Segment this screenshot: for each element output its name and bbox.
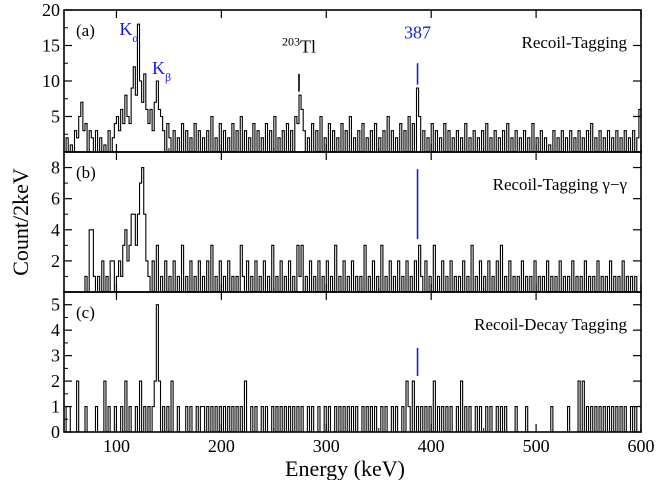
annotation-a-1: Kβ: [152, 58, 171, 84]
ytick-label-a-10: 10: [42, 71, 60, 91]
xtick-label-300: 300: [313, 436, 340, 456]
annotation-a-2: 203Tl: [282, 35, 316, 57]
ytick-label-b-6: 6: [51, 189, 60, 209]
panel-b: 2 4 6 8 (b) Recoil-Tagging γ−γ: [51, 151, 642, 293]
panel-title-b: Recoil-Tagging γ−γ: [493, 175, 628, 194]
ytick-label-b-2: 2: [51, 251, 60, 271]
panel-frame-b: [63, 151, 642, 293]
ytick-label-c-5: 5: [51, 295, 60, 315]
panel-frame-c: [63, 291, 642, 433]
x-axis: 100 200 300 400 500 600: [103, 436, 655, 456]
ytick-label-c-0: 0: [51, 422, 60, 442]
ytick-label-c-1: 1: [51, 397, 60, 417]
ytick-label-a-5: 5: [51, 107, 60, 127]
y-axis-title: Count/2keV: [8, 168, 33, 276]
panel-a: 5 10 15 20 (a) Recoil-Tagging Kα Kβ 203Tl 387: [42, 0, 642, 153]
panel-tag-a: (a): [76, 21, 95, 40]
ytick-label-c-4: 4: [51, 320, 60, 340]
xtick-label-600: 600: [628, 436, 655, 456]
panel-title-c: Recoil-Decay Tagging: [474, 315, 627, 334]
xtick-label-400: 400: [418, 436, 445, 456]
ytick-label-b-8: 8: [51, 158, 60, 178]
ytick-label-a-15: 15: [42, 36, 60, 56]
panel-tag-b: (b): [76, 163, 96, 182]
panel-c: 0 1 2 3 4 5 (c) Recoil-Decay Tagging: [51, 291, 642, 442]
panel-title-a: Recoil-Tagging: [521, 33, 627, 52]
x-axis-title: Energy (keV): [285, 456, 405, 480]
xtick-label-500: 500: [523, 436, 550, 456]
ytick-label-c-2: 2: [51, 371, 60, 391]
annotation-a-3: 387: [404, 22, 431, 42]
panels-group: 5101520(a)Recoil-TaggingKαKβ203Tl3872468…: [42, 0, 642, 442]
ytick-label-b-4: 4: [51, 220, 60, 240]
xtick-label-100: 100: [103, 436, 130, 456]
panel-tag-c: (c): [76, 303, 95, 322]
ytick-label-c-3: 3: [51, 346, 60, 366]
annotation-a-0: Kα: [119, 19, 139, 45]
ytick-label-a-20: 20: [42, 0, 60, 20]
xtick-label-200: 200: [208, 436, 235, 456]
